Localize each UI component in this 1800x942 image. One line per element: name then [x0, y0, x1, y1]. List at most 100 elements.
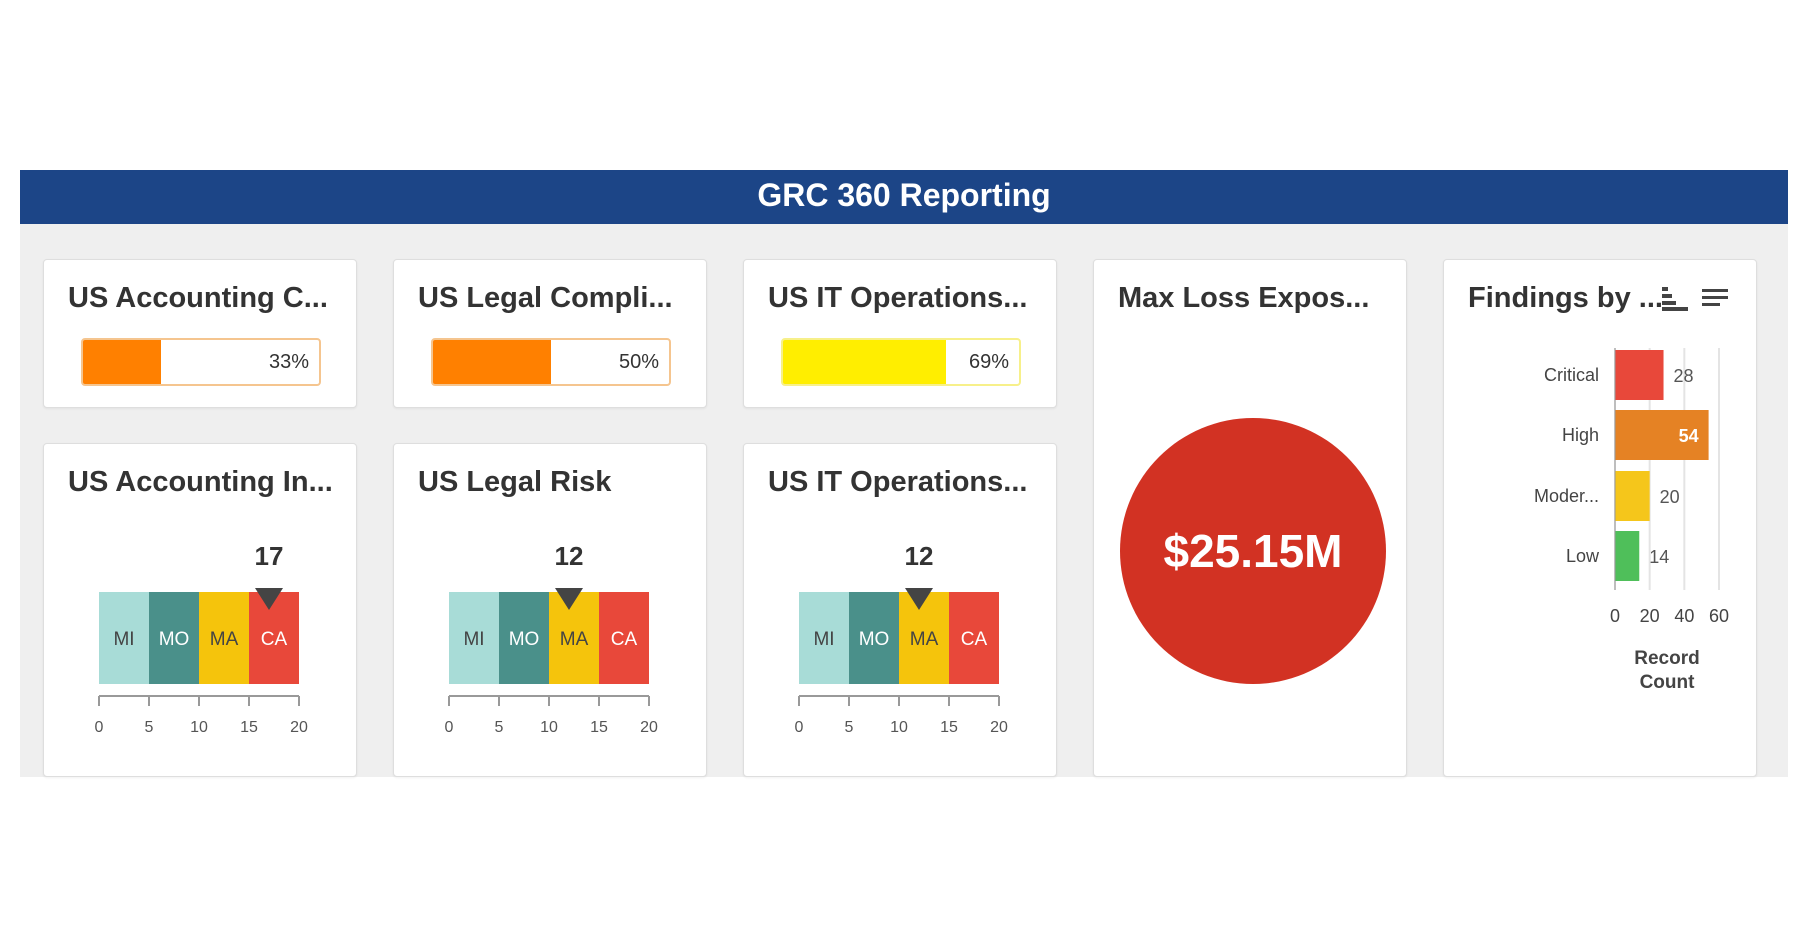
- progress-fill: [783, 340, 946, 384]
- bar[interactable]: [1615, 471, 1650, 521]
- x-axis-title: Record Count: [1634, 648, 1699, 693]
- gauge-tick-label: 10: [540, 719, 558, 736]
- risk-gauge: MI MO MA CA 0 5 10 15 20 12: [445, 541, 658, 736]
- gauge-tick-label: 5: [845, 719, 854, 736]
- gauge-band-label: MI: [463, 629, 484, 650]
- gauge-tick-label: 15: [590, 719, 608, 736]
- gauge-tick-label: 10: [190, 719, 208, 736]
- gauge-band: [249, 592, 299, 684]
- progress-fill: [433, 340, 551, 384]
- gauge-tick-label: 20: [290, 719, 308, 736]
- gauge-band: [849, 592, 899, 684]
- max-loss-circle: $25.15M: [1120, 418, 1386, 684]
- bar[interactable]: [1615, 410, 1709, 460]
- card-title: US Accounting In...: [68, 466, 333, 498]
- gauge-value-label: 12: [905, 541, 934, 571]
- progress-label: 50%: [618, 351, 659, 373]
- progress-bar: 50%: [431, 338, 671, 386]
- risk-gauge: MI MO MA CA 0 5 10 15 20 17: [95, 541, 308, 736]
- x-tick-label: 60: [1709, 606, 1729, 626]
- gauge-tick-label: 20: [990, 719, 1008, 736]
- gauge-card-it-operations[interactable]: US IT Operations... MI MO MA CA 0 5 10 15 20 12: [743, 443, 1057, 777]
- card-title: US Accounting C...: [68, 282, 328, 314]
- gauge-tick-label: 20: [640, 719, 658, 736]
- gauge-marker: [255, 588, 283, 610]
- gauge-tick-label: 15: [940, 719, 958, 736]
- progress-card-legal[interactable]: US Legal Compli... 50%: [393, 259, 707, 408]
- bar-value-label: 20: [1660, 487, 1680, 507]
- x-tick-label: 40: [1674, 606, 1694, 626]
- gauge-band: [449, 592, 499, 684]
- progress-bar: 69%: [781, 338, 1021, 386]
- category-label: Critical: [1544, 365, 1599, 385]
- category-label: Moder...: [1534, 486, 1599, 506]
- gauge-marker: [555, 588, 583, 610]
- gauge-band-label: MA: [560, 629, 589, 650]
- gauge-tick-label: 0: [95, 719, 104, 736]
- bar-value-label: 28: [1674, 366, 1694, 386]
- gauge-tick-label: 5: [495, 719, 504, 736]
- gauge-band-label: MA: [210, 629, 239, 650]
- gauge-band: [899, 592, 949, 684]
- max-loss-card[interactable]: Max Loss Expos... $25.15M: [1093, 259, 1407, 777]
- gauge-band: [599, 592, 649, 684]
- dashboard-title: GRC 360 Reporting: [757, 177, 1051, 213]
- bar-value-label: 54: [1679, 426, 1699, 446]
- x-tick-label: 0: [1610, 606, 1620, 626]
- gauge-band: [949, 592, 999, 684]
- category-label: High: [1562, 425, 1599, 445]
- bar[interactable]: [1615, 531, 1640, 581]
- gauge-band: [499, 592, 549, 684]
- gauge-value-label: 12: [555, 541, 584, 571]
- gauge-band-label: MO: [859, 629, 890, 650]
- card-title: US IT Operations...: [768, 466, 1028, 498]
- progress-bar: 33%: [81, 338, 321, 386]
- card-title: US Legal Risk: [418, 466, 612, 498]
- card-title: US IT Operations...: [768, 282, 1028, 314]
- risk-gauge: MI MO MA CA 0 5 10 15 20 12: [795, 541, 1008, 736]
- bar[interactable]: [1615, 350, 1664, 400]
- gauge-band-label: CA: [611, 629, 638, 650]
- gauge-tick-label: 10: [890, 719, 908, 736]
- gauge-band: [99, 592, 149, 684]
- gauge-band-label: CA: [261, 629, 288, 650]
- gauge-band-label: MI: [113, 629, 134, 650]
- gauge-band-label: MA: [910, 629, 939, 650]
- gauge-tick-label: 0: [445, 719, 454, 736]
- gauge-band: [149, 592, 199, 684]
- bar-value-label: 14: [1649, 547, 1669, 567]
- gauge-band: [799, 592, 849, 684]
- max-loss-value: $25.15M: [1163, 525, 1343, 577]
- gauge-band: [199, 592, 249, 684]
- gauge-band: [549, 592, 599, 684]
- gauge-tick-label: 5: [145, 719, 154, 736]
- card-title: US Legal Compli...: [418, 282, 673, 314]
- bar-sort-icon[interactable]: [1660, 285, 1690, 313]
- lines-menu-icon[interactable]: [1700, 285, 1730, 313]
- progress-label: 69%: [968, 351, 1009, 373]
- dashboard-board: US Accounting C... 33% US Legal Compli..…: [20, 224, 1788, 777]
- gauge-band-label: MO: [509, 629, 540, 650]
- progress-card-it-operations[interactable]: US IT Operations... 69%: [743, 259, 1057, 408]
- gauge-tick-label: 0: [795, 719, 804, 736]
- progress-card-accounting[interactable]: US Accounting C... 33%: [43, 259, 357, 408]
- card-title: Max Loss Expos...: [1118, 282, 1370, 314]
- gauge-value-label: 17: [255, 541, 284, 571]
- gauge-band-label: MI: [813, 629, 834, 650]
- gauge-tick-label: 15: [240, 719, 258, 736]
- progress-label: 33%: [268, 351, 309, 373]
- gauge-marker: [905, 588, 933, 610]
- card-title: Findings by ...: [1468, 282, 1663, 314]
- x-tick-label: 20: [1640, 606, 1660, 626]
- gauge-card-accounting[interactable]: US Accounting In... MI MO MA CA 0 5 10 15 20 17: [43, 443, 357, 777]
- dashboard-banner: GRC 360 Reporting: [20, 170, 1788, 224]
- findings-bar-chart: Critical 28 High 54 Moder... 20 Low 14 0 20 40 60 Re…: [1534, 348, 1729, 693]
- category-label: Low: [1566, 546, 1600, 566]
- findings-card[interactable]: Findings by ... Critical 28 High 54 Moder...…: [1443, 259, 1757, 777]
- progress-fill: [83, 340, 161, 384]
- gauge-card-legal[interactable]: US Legal Risk MI MO MA CA 0 5 10 15 20 12: [393, 443, 707, 777]
- x-axis-title-line: Count: [1640, 672, 1696, 693]
- gauge-band-label: MO: [159, 629, 190, 650]
- x-axis-title-line: Record: [1634, 648, 1699, 669]
- gauge-band-label: CA: [961, 629, 988, 650]
